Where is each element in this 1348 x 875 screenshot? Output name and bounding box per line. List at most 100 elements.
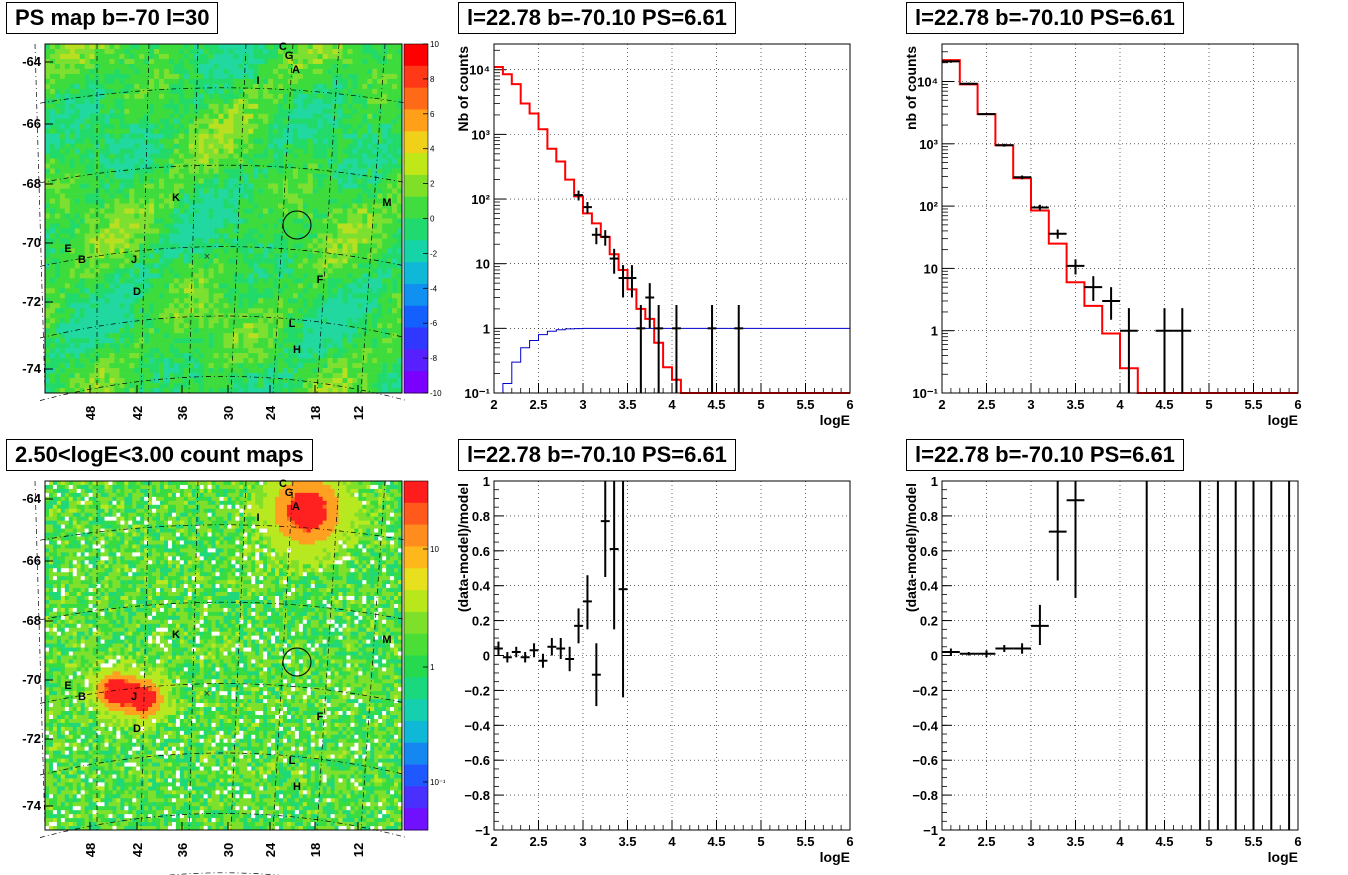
- x-tick-label: 3.5: [618, 834, 636, 849]
- colorbar-tick-label: 0: [430, 215, 435, 224]
- residual-panel-1: 2 2.5 3 3.5 4 4.5 5 5.5 6 −1 −0.8 −0.6 −0.4 −0.2 0 0.2 0…: [450, 437, 895, 875]
- x-tick-label: 2.5: [977, 834, 995, 849]
- graticule-latitude-line: [39, 601, 408, 621]
- series-step-line-0: [494, 66, 850, 394]
- residual-chart-1: 2 2.5 3 3.5 4 4.5 5 5.5 6 −1 −0.8 −0.6 −0.4 −0.2 0 0.2 0…: [455, 474, 854, 865]
- x-tick-label: 2.5: [529, 834, 547, 849]
- x-tick-label: 2: [490, 834, 497, 849]
- colorbar-tick-label: 6: [430, 110, 435, 119]
- graticule-longitude-line: [360, 480, 386, 831]
- y-tick-label: −0.4: [912, 718, 938, 733]
- x-axis-label: logE: [820, 849, 850, 865]
- colorbar-tick-label: 10: [430, 40, 439, 49]
- x-tick-label: 3: [1027, 834, 1034, 849]
- colorbar-tick-label: -2: [430, 249, 438, 258]
- colorbar-segment: [404, 65, 428, 89]
- map-y-tick-label: -72: [22, 731, 41, 746]
- graticule-longitude-line: [140, 480, 150, 831]
- source-label: A: [292, 64, 300, 76]
- map-y-tick-label: -66: [22, 116, 41, 131]
- colorbar-segment: [404, 655, 428, 678]
- x-tick-label: 4: [1116, 397, 1124, 412]
- graticule-longitude-line: [316, 43, 340, 394]
- colorbar-segment: [404, 699, 428, 722]
- x-tick-label: 3: [579, 397, 586, 412]
- residual-chart-2: 2 2.5 3 3.5 4 4.5 5 5.5 6 −1 −0.8 −0.6 −0.4 −0.2 0 0.2 0…: [903, 474, 1302, 865]
- map-x-tick-label: 42: [130, 406, 145, 420]
- x-tick-label: 4.5: [1155, 834, 1173, 849]
- y-tick-label: −0.6: [912, 753, 938, 768]
- x-tick-label: 5.5: [1244, 397, 1262, 412]
- plot-frame: [941, 43, 1299, 394]
- map-x-tick-label: 24: [263, 405, 278, 420]
- source-label: H: [293, 781, 301, 793]
- colorbar-segment: [404, 196, 428, 219]
- y-tick-label: 10⁴: [469, 63, 490, 78]
- map-y-tick-label: -70: [22, 235, 41, 250]
- count-map-svg: CGA I K M EB J D F L H × -64 -66 -68 -70 -72 -74 48 42 36 30…: [22, 478, 445, 875]
- x-tick-label: 5.5: [796, 397, 814, 412]
- source-label: L: [289, 755, 296, 767]
- y-tick-label: −0.2: [912, 683, 938, 698]
- colorbar-segment: [404, 546, 428, 569]
- map-y-tick-label: -66: [22, 553, 41, 568]
- source-label: F: [317, 274, 324, 286]
- colorbar-tick-label: 8: [430, 75, 435, 84]
- x-tick-label: 5: [757, 834, 764, 849]
- colorbar-segment: [404, 677, 428, 700]
- y-tick-label: −0.8: [912, 788, 938, 803]
- colorbar-tick-label: -6: [430, 319, 438, 328]
- colorbar-segment: [404, 87, 428, 110]
- x-tick-label: 6: [1294, 397, 1301, 412]
- count-map-title: 2.50<logE<3.00 count maps: [6, 439, 313, 471]
- colorbar-segment: [404, 481, 428, 504]
- y-tick-label: 0.6: [920, 544, 938, 559]
- y-tick-label: 10⁻¹: [912, 386, 938, 401]
- map-y-tick-label: -68: [22, 613, 41, 628]
- x-tick-label: 4: [1116, 834, 1124, 849]
- source-label: B: [78, 254, 86, 266]
- graticule-latitude-line: [39, 87, 408, 104]
- graticule-latitude-line: [39, 164, 408, 184]
- map-frame: [44, 43, 403, 394]
- spectrum-title-1: l=22.78 b=-70.10 PS=6.61: [458, 2, 736, 34]
- series-step-line-0: [942, 59, 1298, 394]
- residual-title-2: l=22.78 b=-70.10 PS=6.61: [906, 439, 1184, 471]
- source-label: B: [78, 691, 86, 703]
- source-label: M: [382, 634, 391, 646]
- x-tick-label: 2.5: [977, 397, 995, 412]
- x-tick-label: 5.5: [796, 834, 814, 849]
- colorbar-segment: [404, 174, 428, 198]
- colorbar-tick-label: 2: [430, 180, 435, 189]
- map-x-tick-label: 24: [263, 842, 278, 857]
- x-tick-label: 6: [1294, 834, 1301, 849]
- y-tick-label: 0.4: [472, 579, 491, 594]
- spectrum-chart-1: 2 2.5 3 3.5 4 4.5 5 5.5 6 10⁻¹ 1 10 10² 10³ 10⁴ logE Nb …: [455, 43, 854, 428]
- graticule-latitude-line: [39, 752, 408, 776]
- graticule-longitude-line: [34, 43, 46, 394]
- x-tick-label: 4.5: [707, 834, 725, 849]
- map-y-tick-label: -64: [22, 54, 42, 69]
- y-tick-label: 1: [931, 474, 938, 489]
- colorbar-tick-label: 4: [430, 145, 435, 154]
- colorbar-tick-label: -10: [430, 389, 442, 398]
- y-tick-label: 0.2: [472, 614, 490, 629]
- y-tick-label: 0: [483, 649, 490, 664]
- colorbar-segment: [404, 611, 428, 635]
- source-label: M: [382, 197, 391, 209]
- x-tick-label: 6: [846, 834, 853, 849]
- colorbar-segment: [404, 742, 428, 766]
- colorbar-tick-label: 10⁻¹: [430, 778, 445, 787]
- source-label: I: [256, 512, 259, 524]
- count-map-panel: C G A I K M E B J D F L H × -64 -66 -68 -70 -72 -74 48 42 36 30…: [0, 437, 445, 875]
- y-tick-label: 1: [483, 474, 490, 489]
- x-tick-label: 3.5: [1066, 397, 1084, 412]
- colorbar-tick-label: -8: [430, 354, 438, 363]
- y-tick-label: 10⁻¹: [464, 386, 490, 401]
- spectrum-panel-1: 2 2.5 3 3.5 4 4.5 5 5.5 6 10⁻¹ 1 10 10² 10³ 10⁴ logE Nb …: [450, 0, 895, 435]
- colorbar-segment: [404, 349, 428, 372]
- y-tick-label: 10³: [471, 127, 490, 142]
- colorbar-segment: [404, 502, 428, 526]
- colorbar-segment: [404, 109, 428, 132]
